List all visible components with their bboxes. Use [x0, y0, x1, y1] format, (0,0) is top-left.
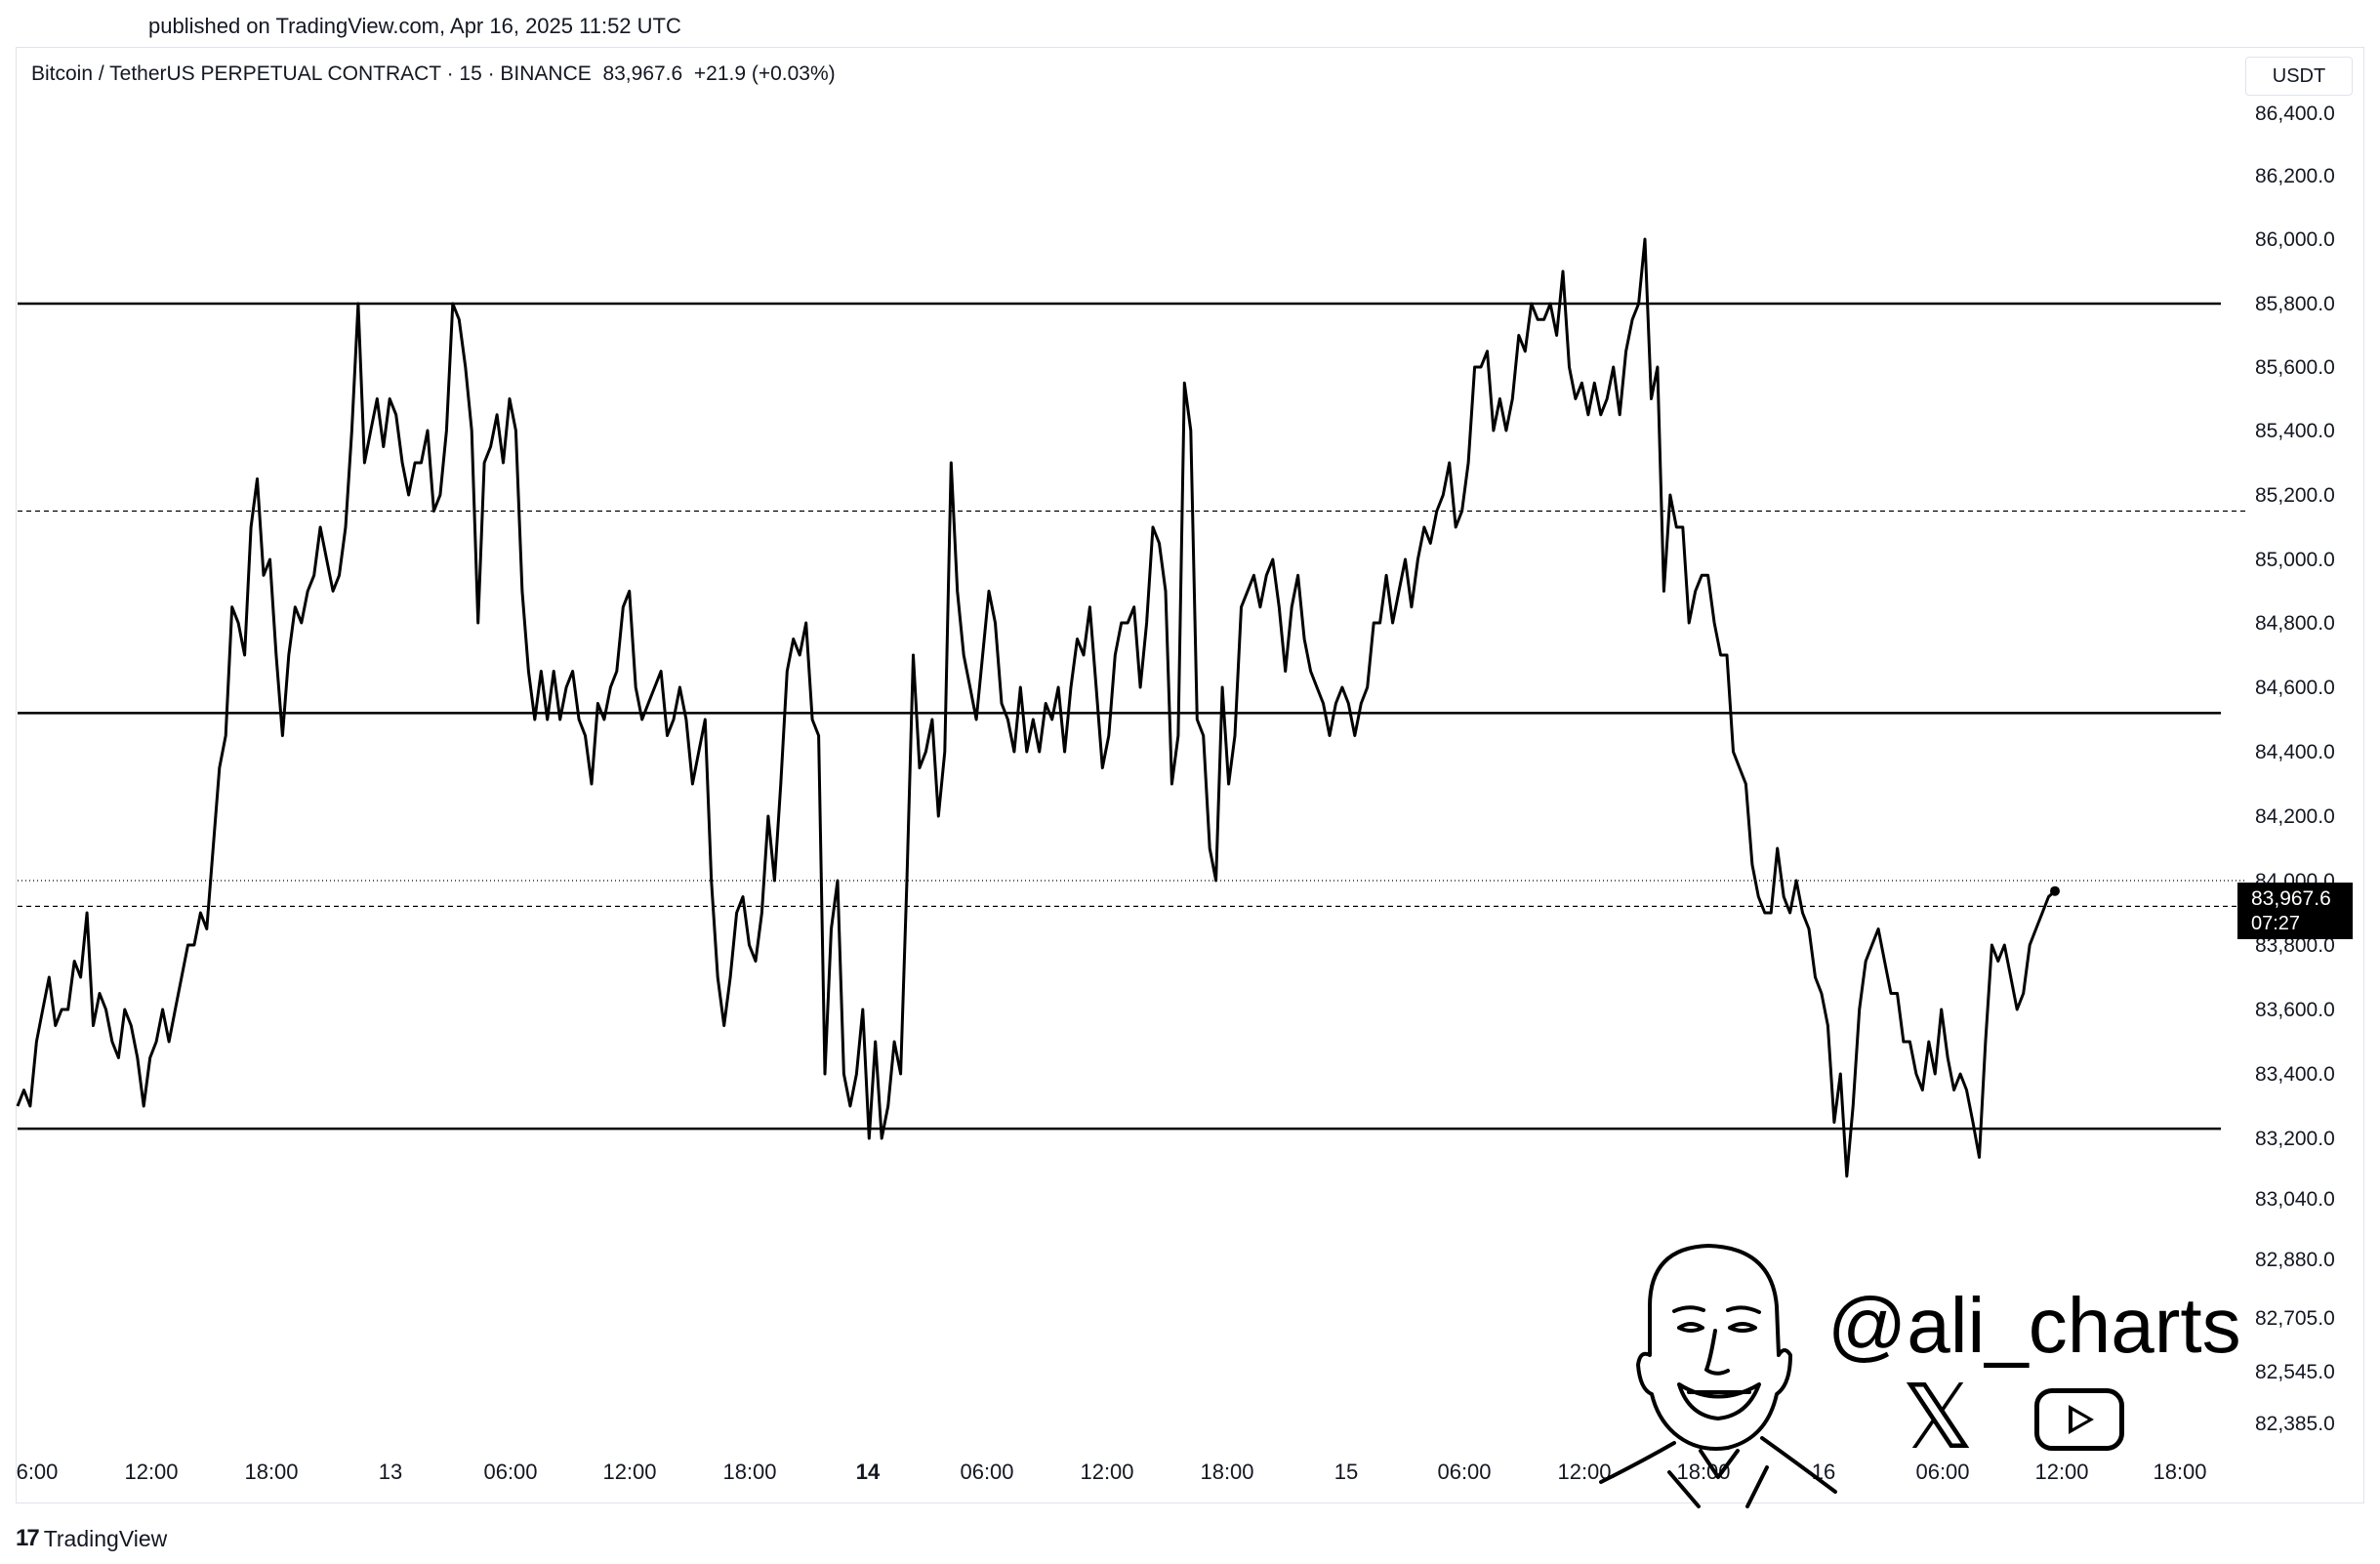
x-tick-label: 12:00	[124, 1460, 178, 1484]
y-tick-label: 82,705.0	[2255, 1307, 2335, 1330]
y-tick-label: 85,600.0	[2255, 356, 2335, 379]
x-tick-label: 14	[856, 1460, 881, 1484]
published-note: published on TradingView.com, Apr 16, 20…	[148, 14, 681, 38]
x-tick-label: 06:00	[1915, 1460, 1969, 1484]
x-tick-label: 18:00	[2153, 1460, 2206, 1484]
symbol-name[interactable]: Bitcoin / TetherUS PERPETUAL CONTRACT · …	[31, 62, 592, 85]
y-tick-label: 84,200.0	[2255, 805, 2335, 828]
youtube-icon	[2034, 1388, 2124, 1451]
y-tick-label: 85,000.0	[2255, 549, 2335, 571]
symbol-header: Bitcoin / TetherUS PERPETUAL CONTRACT · …	[31, 62, 836, 86]
y-tick-label: 86,000.0	[2255, 228, 2335, 251]
y-tick-label: 82,545.0	[2255, 1361, 2335, 1383]
x-tick-label: 18:00	[722, 1460, 776, 1484]
x-tick-label: 12:00	[602, 1460, 656, 1484]
y-tick-label: 86,200.0	[2255, 165, 2335, 187]
watermark-handle: @ali_charts	[1827, 1282, 2241, 1369]
currency-button[interactable]: USDT	[2245, 57, 2353, 96]
x-tick-label: 12:00	[2034, 1460, 2088, 1484]
y-tick-label: 84,600.0	[2255, 677, 2335, 699]
x-tick-label: 12:00	[1080, 1460, 1133, 1484]
price-label-value: 83,967.6	[2251, 887, 2331, 910]
y-tick-label: 84,400.0	[2255, 741, 2335, 763]
x-tick-label: 18:00	[244, 1460, 298, 1484]
x-tick-label: 6:00	[17, 1460, 59, 1484]
price-line	[16, 237, 2056, 1178]
y-tick-label: 85,400.0	[2255, 420, 2335, 442]
x-tick-label: 06:00	[960, 1460, 1013, 1484]
y-tick-label: 85,200.0	[2255, 484, 2335, 507]
x-tick-label: 15	[1334, 1460, 1358, 1484]
tradingview-footer[interactable]: 17 TradingView	[16, 1525, 167, 1552]
y-tick-label: 82,385.0	[2255, 1413, 2335, 1435]
y-tick-label: 83,200.0	[2255, 1128, 2335, 1150]
tradingview-logo-icon: 17	[16, 1525, 40, 1551]
y-tick-label: 86,400.0	[2255, 103, 2335, 125]
y-tick-label: 84,800.0	[2255, 612, 2335, 635]
avatar-illustration-icon	[1599, 1244, 1837, 1508]
last-price-dot	[2050, 885, 2060, 896]
tradingview-brand: TradingView	[43, 1525, 168, 1551]
x-tick-label: 06:00	[1437, 1460, 1491, 1484]
price-change: +21.9 (+0.03%)	[693, 62, 836, 85]
y-tick-label: 82,880.0	[2255, 1249, 2335, 1271]
x-tick-label: 13	[379, 1460, 402, 1484]
last-price: 83,967.6	[602, 62, 683, 85]
price-label-timer: 07:27	[2251, 913, 2300, 934]
x-tick-label: 18:00	[1200, 1460, 1253, 1484]
y-tick-label: 83,800.0	[2255, 934, 2335, 957]
y-tick-label: 85,800.0	[2255, 293, 2335, 315]
x-tick-label: 06:00	[483, 1460, 537, 1484]
x-logo-icon: 𝕏	[1902, 1365, 1975, 1469]
x-tick-label: 16	[1812, 1460, 1835, 1484]
price-label-box	[2237, 883, 2353, 939]
y-tick-label: 83,600.0	[2255, 999, 2335, 1021]
chart-frame	[16, 47, 2364, 1503]
y-tick-label: 83,400.0	[2255, 1063, 2335, 1086]
y-tick-label: 83,040.0	[2255, 1188, 2335, 1211]
